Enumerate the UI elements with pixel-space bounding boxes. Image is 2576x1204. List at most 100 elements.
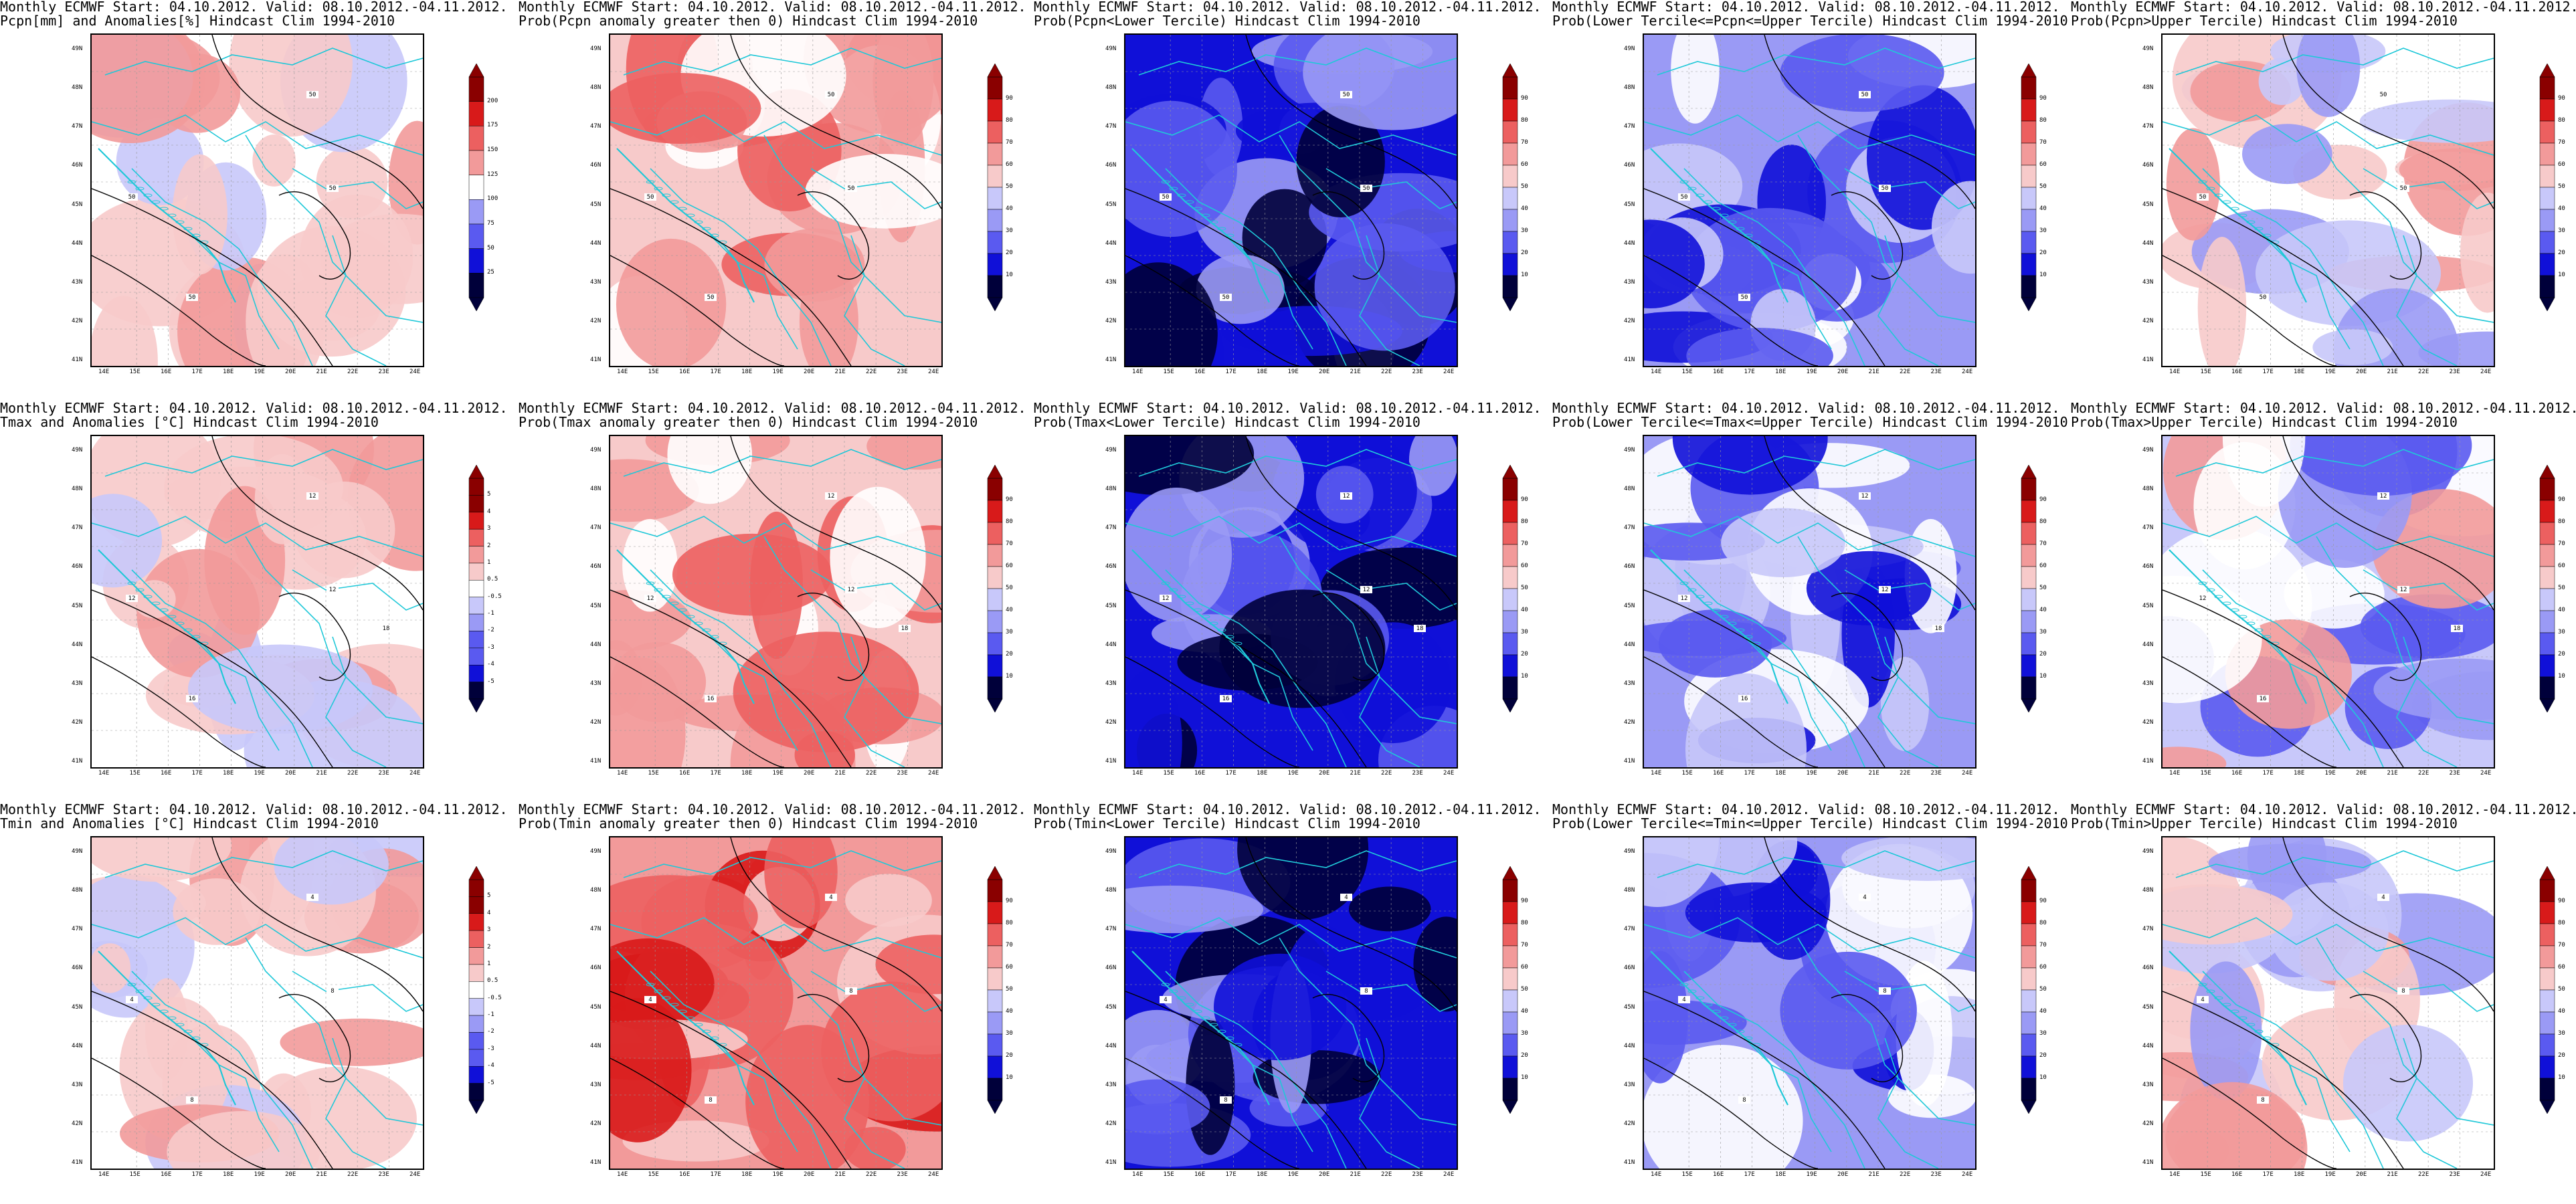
island-outline: [2246, 220, 2256, 224]
colorbar: 5 4 3 2 1 0.5 -0.5 -1 -2 -3 -4 -5: [468, 464, 510, 713]
colorbar-min-arrow: [987, 297, 1003, 312]
island-outline: [694, 621, 703, 625]
island-outline: [654, 187, 663, 191]
forecast-panel-tmax-1: Monthly ECMWF Start: 04.10.2012. Valid: …: [0, 401, 509, 796]
island-outline: [2230, 207, 2239, 211]
colorbar-swatch: [468, 981, 484, 999]
latitude-tick-label: 48N: [1105, 84, 1117, 92]
island-outline: [702, 227, 711, 231]
colorbar-tick-label: 50: [1006, 183, 1013, 190]
contour-label: 12: [329, 587, 337, 593]
colorbar-tick-label: 90: [2558, 898, 2565, 904]
colorbar-tick-label: 20: [2039, 1052, 2047, 1059]
latitude-tick-label: 49N: [72, 45, 83, 52]
contour-label: 50: [1162, 194, 1170, 201]
island-outline: [686, 615, 695, 619]
contour-line: [1831, 191, 1904, 280]
longitude-tick-label: 18E: [1257, 1171, 1268, 1178]
colorbar-min-arrow: [987, 698, 1003, 713]
colorbar-tick-label: 40: [2039, 607, 2047, 613]
colorbar-swatch: [987, 632, 1003, 656]
colorbar: 5 4 3 2 1 0.5 -0.5 -1 -2 -3 -4 -5: [468, 866, 510, 1114]
country-border: [1877, 1037, 1939, 1169]
longitude-tick-label: 23E: [378, 770, 389, 777]
map-area: 4 4 8 8: [1643, 836, 1976, 1170]
colorbar-min-arrow: [1502, 1100, 1518, 1114]
contour-label: 50: [1363, 185, 1370, 192]
longitude-tick-label: 14E: [2169, 1171, 2181, 1178]
colorbar-swatch: [987, 1056, 1003, 1079]
latitude-tick-label: 48N: [72, 887, 83, 894]
colorbar-tick-label: 50: [1006, 986, 1013, 993]
colorbar-tick-label: 40: [1006, 205, 1013, 212]
island-outline: [2214, 996, 2223, 1000]
longitude-tick-label: 23E: [2449, 369, 2460, 375]
longitude-tick-label: 22E: [347, 369, 359, 375]
colorbar-swatch: [468, 597, 484, 615]
island-outline: [1177, 193, 1186, 197]
longitude-tick-label: 23E: [2449, 770, 2460, 777]
contour-label-bg: [1220, 695, 1232, 702]
island-outline: [1736, 227, 1745, 231]
colorbar-swatch: [468, 947, 484, 965]
contour-label: 8: [1742, 1097, 1746, 1104]
panel-title-line-1: Monthly ECMWF Start: 04.10.2012. Valid: …: [1552, 801, 2060, 817]
latitude-tick-label: 48N: [2142, 84, 2154, 92]
colorbar-tick-label: 40: [2558, 1008, 2565, 1015]
colorbar-swatch: [987, 544, 1003, 567]
contour-label: 12: [647, 595, 654, 602]
colorbar-swatch: [2021, 879, 2037, 902]
longitude-tick-label: 23E: [897, 369, 908, 375]
colorbar-swatch: [468, 896, 484, 914]
contour-label-bg: [825, 492, 837, 500]
shaded-area: [764, 228, 865, 302]
island-outline: [654, 989, 663, 993]
contour-line: [278, 191, 351, 280]
longitude-tick-label: 15E: [129, 1171, 141, 1178]
longitude-tick-label: 16E: [1194, 770, 1206, 777]
longitude-tick-label: 24E: [1962, 1171, 1973, 1178]
country-border: [292, 168, 423, 209]
country-border: [2175, 47, 2494, 76]
contour-line: [2163, 656, 2337, 767]
colorbar-tick-label: 20: [1006, 1052, 1013, 1059]
contour-label-bg: [1360, 586, 1372, 593]
latitude-tick-label: 44N: [72, 1042, 83, 1049]
longitude-tick-label: 24E: [928, 1171, 939, 1178]
island-outline: [127, 581, 136, 585]
longitude-tick-label: 21E: [316, 770, 327, 777]
longitude-tick-label: 20E: [1837, 369, 1849, 375]
country-border: [1359, 235, 1420, 366]
country-border: [763, 134, 941, 323]
contour-label: 8: [2261, 1097, 2264, 1104]
colorbar-swatch: [2539, 632, 2555, 656]
contour-label: 50: [2380, 92, 2387, 98]
contour-line: [211, 837, 423, 1012]
map-area: 50 50 50 50: [1643, 33, 1976, 367]
country-border: [2163, 114, 2494, 156]
colorbar-swatches: [1502, 866, 1518, 1114]
panel-title-line-2: Prob(Tmax anomaly greater then 0) Hindca…: [519, 414, 978, 430]
country-border: [1325, 971, 1457, 1012]
colorbar-min-arrow: [2539, 297, 2555, 312]
latitude-tick-label: 44N: [1624, 239, 1635, 247]
island-outline: [1720, 1016, 1729, 1020]
colorbar-tick-label: 70: [2039, 540, 2047, 547]
island-outline: [143, 193, 153, 197]
colorbar-swatch: [2021, 1011, 2037, 1035]
contour-label: 18: [1416, 625, 1424, 632]
country-border: [191, 636, 280, 751]
forecast-panel-pcpn-5: Monthly ECMWF Start: 04.10.2012. Valid: …: [2071, 0, 2576, 395]
latitude-tick-label: 42N: [590, 317, 602, 324]
country-border: [191, 235, 280, 350]
island-outline: [1169, 989, 1178, 993]
shaded-area: [1721, 508, 1845, 578]
contour-label-bg: [1859, 894, 1871, 901]
country-border: [1797, 536, 1975, 724]
latitude-tick-label: 45N: [1105, 201, 1117, 208]
island-outline: [1201, 213, 1210, 217]
coastline: [1650, 549, 1788, 704]
island-outline: [646, 180, 655, 184]
contour-line: [730, 436, 941, 611]
shaded-area: [1413, 916, 1457, 1012]
